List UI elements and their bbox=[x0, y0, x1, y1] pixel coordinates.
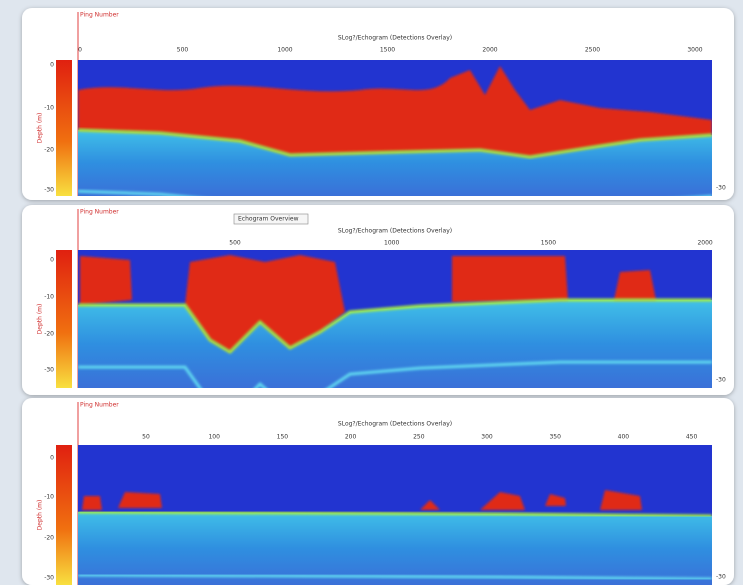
x-tick-label: 150 bbox=[277, 434, 289, 441]
x-tick-label: 400 bbox=[618, 434, 630, 441]
y-tick-label: -10 bbox=[44, 294, 54, 301]
echogram-title: SLog?/Echogram (Detections Overlay) bbox=[338, 35, 452, 42]
fish-school bbox=[80, 256, 132, 305]
echogram-title: SLog?/Echogram (Detections Overlay) bbox=[338, 228, 452, 235]
y-tick-label: -20 bbox=[44, 535, 54, 542]
ping-number-label: Ping Number bbox=[80, 402, 119, 409]
bottom-line bbox=[78, 128, 712, 159]
y-tick-label: 0 bbox=[50, 62, 54, 69]
x-tick-label: 500 bbox=[177, 47, 189, 54]
fish-school bbox=[185, 255, 345, 352]
bottom-line bbox=[78, 510, 712, 518]
right-depth-label: -30 bbox=[716, 574, 726, 581]
x-tick-label: 300 bbox=[481, 434, 493, 441]
x-tick-label: 1500 bbox=[541, 240, 556, 247]
x-tick-label: 250 bbox=[413, 434, 425, 441]
tooltip-text: Echogram Overview bbox=[238, 216, 299, 223]
fish-school bbox=[78, 66, 712, 157]
color-bar bbox=[56, 60, 72, 196]
y-tick-label: 0 bbox=[50, 257, 54, 264]
right-depth-label: -30 bbox=[716, 185, 726, 192]
y-axis-label: Depth (m) bbox=[37, 304, 44, 335]
x-tick-label: 450 bbox=[686, 434, 698, 441]
ping-number-label: Ping Number bbox=[80, 209, 119, 216]
seabed-region bbox=[78, 300, 712, 388]
x-tick-label: 2500 bbox=[585, 47, 600, 54]
echogram-panel: Ping Number SLog?/Echogram (Detections Ov… bbox=[22, 8, 734, 200]
echogram-title: SLog?/Echogram (Detections Overlay) bbox=[338, 421, 452, 428]
x-tick-label: 2000 bbox=[697, 240, 712, 247]
echogram-panel: Ping Number Echogram Overview SLog?/Echogr… bbox=[22, 205, 734, 395]
y-tick-label: -30 bbox=[44, 575, 54, 582]
x-tick-label: 350 bbox=[549, 434, 561, 441]
y-axis-label: Depth (m) bbox=[37, 500, 44, 531]
fish-school bbox=[480, 492, 525, 510]
fish-school bbox=[82, 496, 102, 510]
x-tick-label: 1000 bbox=[384, 240, 399, 247]
y-tick-label: 0 bbox=[50, 455, 54, 462]
echogram-image bbox=[78, 60, 712, 196]
seabed-region bbox=[78, 512, 712, 585]
echogram-image bbox=[78, 250, 712, 388]
second-echo bbox=[78, 360, 712, 388]
ping-number-label: Ping Number bbox=[80, 12, 119, 19]
x-tick-label: 1000 bbox=[277, 47, 292, 54]
x-tick-label: 2000 bbox=[482, 47, 497, 54]
y-tick-label: -20 bbox=[44, 331, 54, 338]
fish-school bbox=[420, 500, 440, 510]
y-tick-label: -20 bbox=[44, 147, 54, 154]
y-tick-label: -30 bbox=[44, 367, 54, 374]
x-tick-label: 1500 bbox=[380, 47, 395, 54]
seabed-region bbox=[78, 130, 712, 196]
color-bar bbox=[56, 445, 72, 585]
fish-school bbox=[545, 494, 566, 506]
echogram-image bbox=[78, 445, 712, 585]
y-axis-label: Depth (m) bbox=[37, 113, 44, 144]
fish-school bbox=[600, 490, 642, 510]
x-tick-label: 500 bbox=[229, 240, 241, 247]
y-tick-label: -30 bbox=[44, 187, 54, 194]
color-bar bbox=[56, 250, 72, 388]
echogram-panel: Ping Number SLog?/Echogram (Detections Ov… bbox=[22, 398, 734, 585]
fish-school bbox=[118, 492, 162, 508]
y-tick-label: -10 bbox=[44, 494, 54, 501]
x-tick-label: 3000 bbox=[687, 47, 702, 54]
second-echo bbox=[78, 573, 712, 581]
tooltip bbox=[233, 213, 309, 225]
x-tick-label: 50 bbox=[142, 434, 150, 441]
fish-school bbox=[614, 270, 656, 300]
x-tick-label: 0 bbox=[78, 47, 82, 54]
bottom-line bbox=[78, 298, 712, 354]
x-tick-label: 200 bbox=[345, 434, 357, 441]
y-tick-label: -10 bbox=[44, 105, 54, 112]
fish-school bbox=[452, 256, 568, 302]
x-tick-label: 100 bbox=[208, 434, 220, 441]
right-depth-label: -30 bbox=[716, 377, 726, 384]
